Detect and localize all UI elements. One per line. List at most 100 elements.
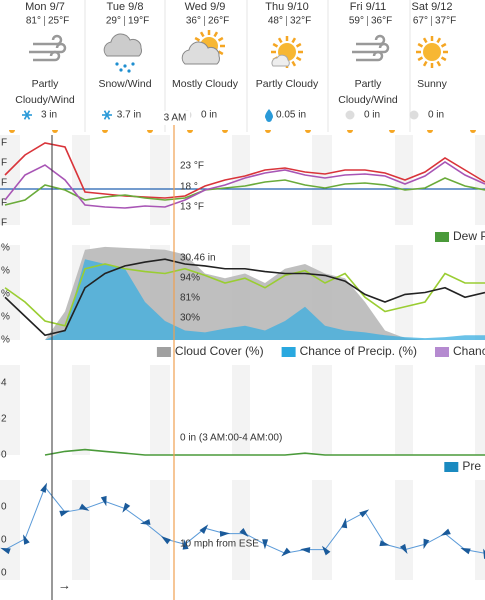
legend-label: Chance ( <box>453 344 485 358</box>
night-band <box>475 135 485 225</box>
night-band <box>72 480 90 580</box>
scroll-arrow: → <box>58 577 71 592</box>
wind-arrow <box>100 495 107 507</box>
sun-ray <box>272 42 279 48</box>
precip-chance-label: 30% <box>180 313 200 324</box>
snow <box>119 68 123 72</box>
condition: Partly Cloudy <box>255 78 319 90</box>
legend-label: Dew P <box>453 229 485 243</box>
temp-separator <box>124 16 125 26</box>
series-label: 18 ° <box>180 182 198 193</box>
snow <box>131 62 135 66</box>
wind-arrow <box>239 527 249 538</box>
low-temp: 36°F <box>371 16 392 27</box>
legend-swatch <box>156 347 171 357</box>
dry-dot <box>409 110 419 120</box>
high-temp: 67° <box>413 16 428 27</box>
sun-dot <box>427 130 433 133</box>
high-temp: 36° <box>186 16 201 27</box>
sun-ray <box>417 56 424 62</box>
sun-ray <box>217 36 224 42</box>
day-name: Sat 9/12 <box>412 1 453 13</box>
night-band <box>475 480 485 580</box>
data-line <box>4 258 485 337</box>
y-tick-label: % <box>1 266 10 277</box>
condition: Mostly Cloudy <box>172 78 238 90</box>
temp-separator <box>367 16 368 26</box>
y-tick-label: F <box>1 158 7 169</box>
sun-ray <box>422 60 428 67</box>
cloud-label: 94% <box>180 273 200 284</box>
y-tick-label: % <box>1 312 10 323</box>
night-band <box>0 480 20 580</box>
low-temp: 37°F <box>435 16 456 27</box>
wind-arrow <box>460 547 471 555</box>
low-temp: 19°F <box>128 16 149 27</box>
night-band <box>150 480 170 580</box>
night-band <box>150 135 170 225</box>
data-line <box>4 177 485 206</box>
y-tick-label: 4 <box>1 378 7 389</box>
snow <box>115 62 119 66</box>
precip-icon <box>265 109 273 122</box>
wind-line <box>356 34 386 46</box>
sun-ray <box>291 37 297 44</box>
sun-ray <box>277 37 283 44</box>
wind-arrow <box>79 503 90 511</box>
y-tick-label: F <box>1 198 7 209</box>
wind-arrow <box>23 534 30 545</box>
wind-line <box>29 42 67 54</box>
sun-ray <box>422 37 428 44</box>
precip-amount: 0.05 in <box>276 110 306 121</box>
sun-ray <box>217 50 224 56</box>
y-tick-label: 2 <box>1 414 7 425</box>
night-band <box>475 365 485 455</box>
sun-ray <box>417 42 424 48</box>
data-line <box>4 263 485 327</box>
wind-line <box>33 34 63 46</box>
wind-arrow <box>59 510 70 517</box>
humidity-label: 81% <box>180 293 200 304</box>
sun-dot <box>389 130 395 133</box>
low-temp: 25°F <box>48 16 69 27</box>
wind-arrow <box>262 539 269 550</box>
sun-dot <box>305 130 311 133</box>
wind-arrow <box>321 545 331 556</box>
temp-separator <box>204 16 205 26</box>
sun-ray <box>436 37 442 44</box>
wind-arrow <box>423 538 430 550</box>
sun-dot <box>470 130 476 133</box>
wind-arrow <box>440 528 451 536</box>
night-band <box>150 365 170 455</box>
low-temp: 32°F <box>290 16 311 27</box>
legend-swatch <box>435 232 449 242</box>
sun-ray <box>295 56 302 62</box>
high-temp: 29° <box>106 16 121 27</box>
precip-icon <box>22 110 32 120</box>
night-band <box>312 365 332 455</box>
y-tick-label: 0 <box>1 450 7 461</box>
sun-dot <box>9 130 15 133</box>
wind-label: 10 mph from ESE <box>180 539 259 550</box>
weather-icon <box>181 30 225 65</box>
precip-amount: 3 in <box>41 110 57 121</box>
precip-icon <box>409 110 419 120</box>
legend-swatch <box>444 462 459 472</box>
night-band <box>312 480 332 580</box>
data-line <box>4 161 485 209</box>
sun-ray <box>199 31 205 38</box>
high-temp: 48° <box>268 16 283 27</box>
data-area <box>5 259 485 340</box>
wind-arrow <box>219 530 230 537</box>
wind-arrow <box>40 482 48 493</box>
cloud <box>181 41 220 65</box>
precip-amount: 3.7 in <box>117 110 141 121</box>
day-name: Wed 9/9 <box>185 1 226 13</box>
weather-icon <box>416 36 448 68</box>
cloud <box>103 33 142 57</box>
precip-icon <box>345 110 355 120</box>
legend-label: Cloud Cover (%) <box>175 344 264 358</box>
condition: Snow/Wind <box>98 78 152 90</box>
wind-line <box>356 50 384 62</box>
sun-dot <box>102 130 108 133</box>
